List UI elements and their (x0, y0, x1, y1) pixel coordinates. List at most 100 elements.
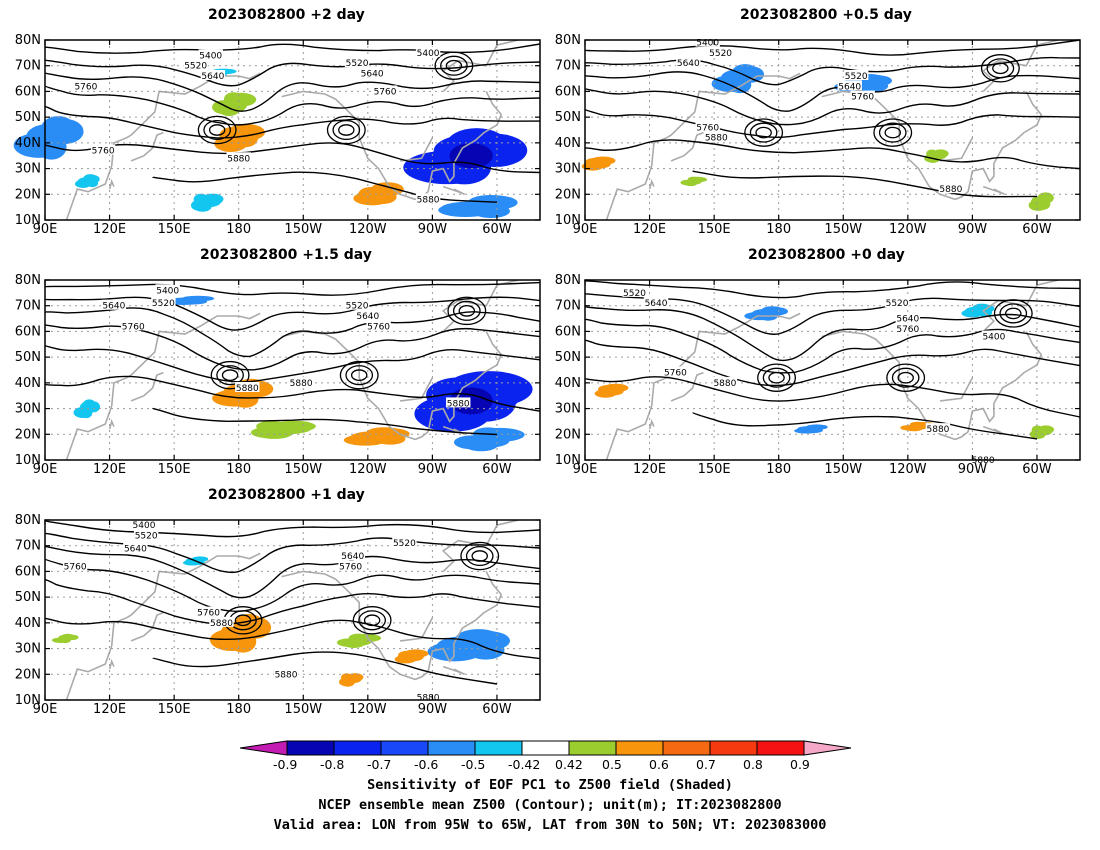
contour-label: 5880 (290, 379, 313, 389)
lon-tick-label: 120W (889, 222, 927, 237)
lon-tick-label: 150E (158, 702, 191, 717)
sensitivity-shading (61, 633, 75, 640)
colorbar-segment (709, 740, 758, 756)
map-panel-plus15: 5400 5520 5640 5760 5880 5880 5520 5640 5760 5880… (0, 268, 545, 483)
coastline (648, 418, 655, 430)
colorbar: -0.9 -0.8 -0.7 -0.6 -0.5 -0.42 0.42 0.5 0.6 0.7 0.… (240, 740, 860, 778)
z500-closed-contour (452, 300, 481, 321)
coastline (400, 137, 434, 162)
contour-label-bg (226, 152, 251, 163)
contour-label-bg (183, 59, 208, 70)
lat-tick-label: 70N (15, 299, 41, 314)
z500-contour (44, 375, 541, 412)
footer-line-1: Sensitivity of EOF PC1 to Z500 field (Sh… (367, 777, 733, 793)
contour-label: 5400 (696, 39, 719, 49)
colorbar-tick-label: -0.42 (508, 757, 541, 772)
lat-tick-label: 40N (555, 376, 581, 391)
lat-tick-label: 30N (15, 402, 41, 417)
contour-label: 5640 (645, 299, 668, 309)
contour-label-bg (981, 330, 1007, 341)
contour-label: 5640 (677, 59, 700, 69)
z500-closed-contour (999, 303, 1028, 324)
z500-closed-contour (339, 360, 379, 390)
z500-contour (584, 39, 1081, 56)
lon-tick-label: 90E (573, 222, 598, 237)
lon-tick-label: 150E (158, 462, 191, 477)
colorbar-tick-label: -0.5 (461, 757, 486, 772)
coastline (670, 131, 704, 162)
contour-label-bg (359, 67, 385, 78)
contour-label: 5760 (339, 562, 362, 572)
contour-label: 5880 (236, 384, 259, 394)
lon-tick-label: 60W (482, 462, 512, 477)
coastline (821, 330, 1043, 441)
map-panel-plus05: 5400 5520 5640 5520 5640 5760 5760 5880 5880 90E 1… (540, 28, 1085, 243)
sensitivity-shading (732, 64, 759, 81)
z500-closed-contour (326, 115, 366, 145)
lat-tick-label: 70N (555, 59, 581, 74)
map-frame (584, 279, 1081, 461)
lon-tick-label: 150E (698, 462, 731, 477)
z500-contour (44, 85, 541, 126)
z500-contour (151, 171, 498, 203)
contour-label: 5760 (374, 87, 397, 97)
coastline (441, 39, 519, 92)
map-frame (584, 39, 1081, 221)
contour-label-bg (121, 320, 146, 331)
sensitivity-shading (1031, 196, 1045, 208)
lon-tick-label: 120W (889, 462, 927, 477)
z500-contour (584, 318, 1081, 374)
sensitivity-shading (463, 437, 499, 452)
sensitivity-shading (466, 631, 511, 651)
lat-tick-label: 20N (15, 187, 41, 202)
z500-closed-contour (210, 360, 250, 390)
z500-closed-contour (197, 115, 237, 145)
z500-closed-contour (358, 610, 386, 631)
lat-tick-label: 50N (555, 110, 581, 125)
lon-tick-label: 150W (824, 222, 862, 237)
contour-label: 5760 (696, 123, 719, 133)
lon-tick-label: 90W (418, 702, 448, 717)
contour-label: 5640 (356, 312, 379, 322)
map-plus2: 5400552056405760576058805400552056405760… (13, 33, 574, 237)
contour-label-bg (344, 57, 370, 68)
z500-closed-contour (884, 126, 902, 139)
z500-closed-contour (447, 296, 487, 326)
lat-tick-label: 40N (15, 376, 41, 391)
lat-tick-label: 20N (555, 187, 581, 202)
lat-tick-label: 10N (555, 453, 581, 468)
contour-label: 5640 (102, 302, 125, 312)
z500-closed-contour (755, 126, 772, 139)
z500-closed-contour (897, 371, 914, 384)
lon-tick-label: 90E (33, 462, 58, 477)
contour-label: 5640 (896, 315, 919, 325)
colorbar-segment (474, 740, 523, 756)
lon-tick-label: 150W (824, 462, 862, 477)
coastline (605, 72, 801, 221)
lat-tick-label: 10N (15, 453, 41, 468)
coastline (108, 178, 115, 190)
contour-label: 5880 (705, 134, 728, 144)
lon-tick-label: 150W (284, 222, 322, 237)
colorbar-tick-label: 0.8 (743, 757, 763, 772)
contour-label: 5520 (346, 59, 369, 69)
contour-label-bg (970, 454, 996, 464)
map-frame (44, 279, 541, 461)
coastline (65, 552, 261, 701)
map-plus1: 5400552056405760564057605520576058805880… (15, 513, 541, 717)
z500-closed-contour (757, 363, 796, 392)
sensitivity-shading (250, 426, 286, 439)
lat-tick-label: 10N (15, 693, 41, 708)
lon-tick-label: 90W (418, 222, 448, 237)
colorbar-tick-label: 0.42 (555, 757, 583, 772)
contour-label-bg (372, 85, 398, 96)
contour-label: 5880 (417, 195, 440, 205)
z500-closed-contour (234, 614, 252, 627)
lat-tick-label: 30N (555, 162, 581, 177)
z500-closed-contour (471, 550, 488, 562)
contour-label-bg (415, 46, 441, 57)
contour-label-bg (850, 90, 875, 101)
contour-label: 5640 (341, 552, 364, 562)
z500-closed-contour (460, 541, 500, 571)
contour-label: 5640 (361, 69, 384, 79)
